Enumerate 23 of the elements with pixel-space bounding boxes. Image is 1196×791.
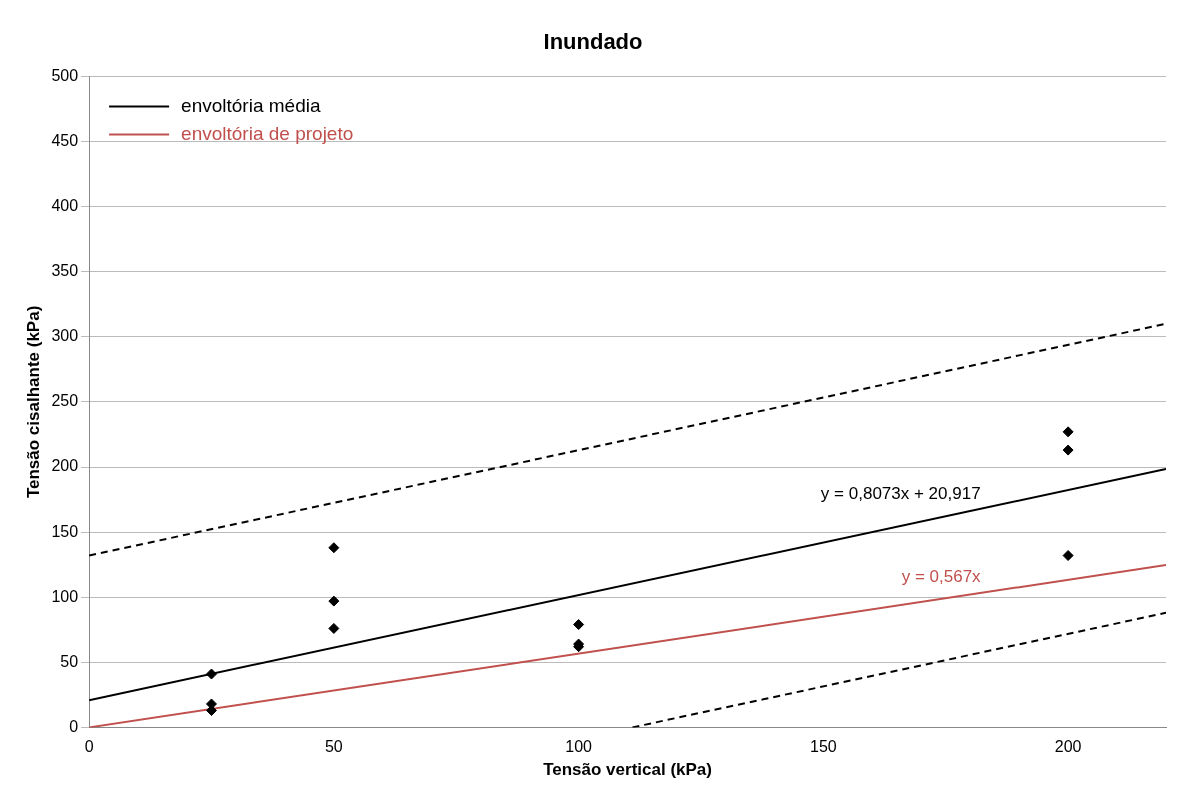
y-tick-label: 400 <box>51 197 79 215</box>
annotation: y = 0,567x <box>901 566 982 586</box>
y-tick-label: 150 <box>51 522 79 540</box>
y-tick-label: 100 <box>51 587 79 605</box>
chart-title: Inundado <box>543 29 643 55</box>
x-tick-label: 100 <box>565 738 593 756</box>
y-axis-title: Tensão cisalhante (kPa) <box>23 305 43 499</box>
y-tick-label: 50 <box>60 652 79 670</box>
x-tick-label: 200 <box>1054 738 1082 756</box>
y-tick-label: 200 <box>51 457 79 475</box>
y-tick-label: 250 <box>51 392 79 410</box>
legend-label: envoltória de projeto <box>181 122 354 144</box>
y-tick-label: 450 <box>51 131 79 149</box>
y-tick-label: 300 <box>51 327 79 345</box>
y-tick-label: 0 <box>69 717 79 735</box>
x-tick-label: 0 <box>84 738 94 756</box>
annotation: y = 0,8073x + 20,917 <box>820 484 981 504</box>
y-tick-label: 500 <box>51 66 79 84</box>
legend-label: envoltória média <box>181 94 321 116</box>
y-tick-label: 350 <box>51 262 79 280</box>
x-axis-title: Tensão vertical (kPa) <box>543 760 712 780</box>
x-tick-label: 150 <box>810 738 837 756</box>
x-tick-label: 50 <box>324 738 343 756</box>
